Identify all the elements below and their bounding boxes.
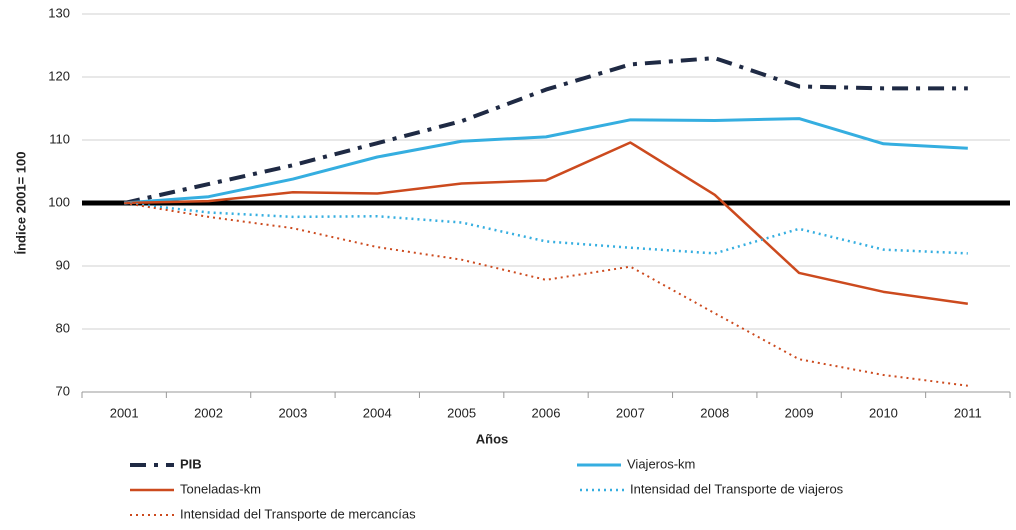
series-line [124,201,968,255]
series-line [124,202,968,387]
y-tick-label: 90 [56,257,70,272]
legend-label: Intensidad del Transporte de viajeros [630,481,844,496]
y-tick-label: 100 [48,194,70,209]
legend-label: Intensidad del Transporte de mercancías [180,506,416,521]
x-tick-label: 2009 [785,405,814,420]
series-line [124,117,968,205]
series-line [123,56,968,205]
y-axis-label: Índice 2001= 100 [13,152,28,255]
y-tick-label: 130 [48,5,70,20]
y-tick-label: 70 [56,383,70,398]
series-line [124,141,968,306]
x-tick-label: 2001 [110,405,139,420]
legend-label: Viajeros-km [627,456,695,471]
x-axis-label: Años [476,431,509,446]
x-tick-label: 2008 [700,405,729,420]
x-tick-label: 2003 [278,405,307,420]
x-tick-label: 2005 [447,405,476,420]
x-tick-label: 2002 [194,405,223,420]
legend-label: PIB [180,456,202,471]
x-tick-label: 2004 [363,405,392,420]
x-tick-label: 2010 [869,405,898,420]
legend-label: Toneladas-km [180,481,261,496]
x-tick-label: 2006 [532,405,561,420]
x-tick-label: 2007 [616,405,645,420]
y-tick-label: 80 [56,320,70,335]
y-tick-label: 110 [49,131,70,146]
y-tick-label: 120 [48,68,70,83]
x-tick-label: 2011 [954,405,982,420]
